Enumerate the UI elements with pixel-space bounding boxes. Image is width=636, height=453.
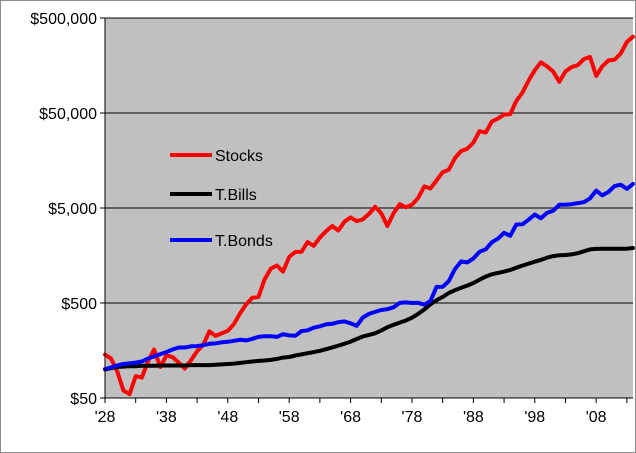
legend-label-t-bonds: T.Bonds bbox=[215, 233, 273, 250]
series-line-t-bonds bbox=[103, 181, 635, 371]
x-tick-label: '68 bbox=[340, 409, 361, 426]
x-tick-label: '38 bbox=[156, 409, 177, 426]
x-tick-label: '78 bbox=[402, 409, 423, 426]
y-tick-label: $5,000 bbox=[48, 201, 97, 218]
x-tick-label: '48 bbox=[217, 409, 238, 426]
y-tick-label: $50,000 bbox=[39, 106, 97, 123]
grid-layer bbox=[105, 17, 633, 304]
y-tick-label: $50 bbox=[70, 391, 97, 408]
series-line-t-bills bbox=[103, 246, 635, 372]
legend: Stocks T.Bills T.Bonds bbox=[170, 148, 273, 250]
x-tick-label: '98 bbox=[524, 409, 545, 426]
series-layer bbox=[103, 34, 635, 397]
x-tick-label: '88 bbox=[463, 409, 484, 426]
legend-label-t-bills: T.Bills bbox=[215, 187, 257, 204]
y-tick-label: $500,000 bbox=[30, 11, 97, 28]
y-tick-label: $500 bbox=[61, 296, 97, 313]
series-line-stocks bbox=[103, 34, 635, 397]
legend-label-stocks: Stocks bbox=[215, 148, 263, 165]
x-tick-label: '58 bbox=[279, 409, 300, 426]
x-tick-label: '28 bbox=[95, 409, 116, 426]
tick-layer: $50 $500 $5,000 $50,000 $500,000 '28 '38 '48 '58… bbox=[30, 11, 628, 426]
x-tick-label: '08 bbox=[586, 409, 607, 426]
